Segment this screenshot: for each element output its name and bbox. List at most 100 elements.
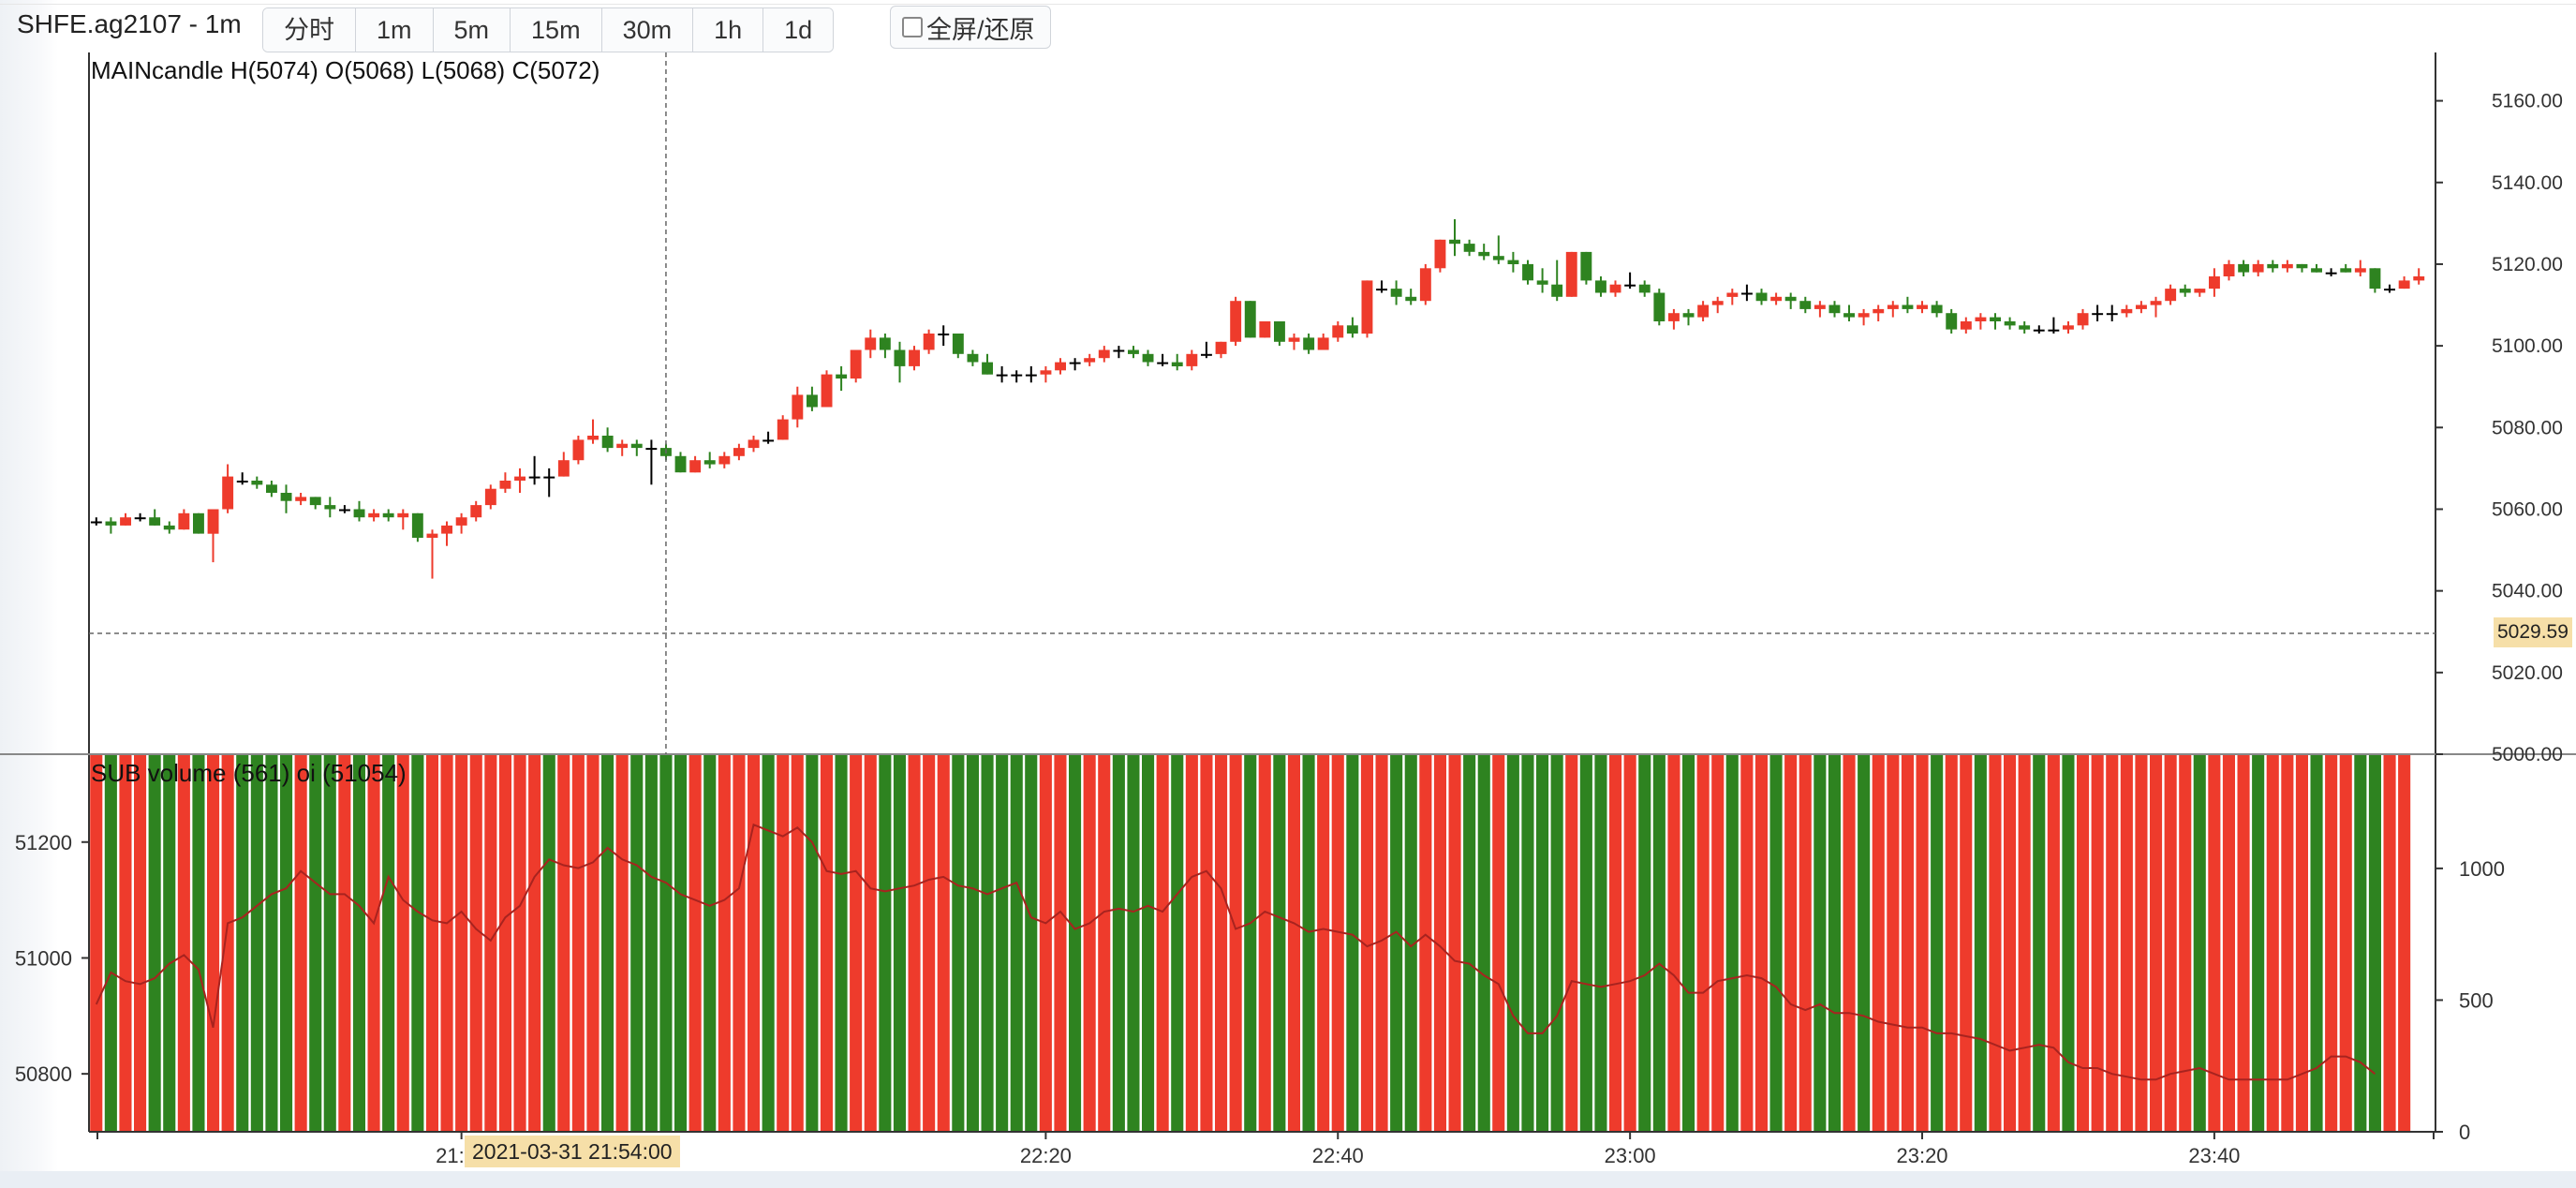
volume-bar bbox=[2062, 755, 2075, 1132]
volume-bar bbox=[601, 755, 614, 1132]
candle-body bbox=[1171, 362, 1183, 366]
period-button-1h[interactable]: 1h bbox=[693, 8, 764, 52]
volume-bar bbox=[1740, 755, 1754, 1132]
volume-bar bbox=[908, 755, 921, 1132]
price-tick-label: 5120.00 bbox=[2492, 254, 2563, 275]
volume-bar bbox=[586, 755, 600, 1132]
volume-bar bbox=[1814, 755, 1827, 1132]
volume-bar bbox=[382, 755, 395, 1132]
candle-body bbox=[1609, 284, 1621, 293]
period-button-15m[interactable]: 15m bbox=[511, 8, 602, 52]
candle-body bbox=[2223, 263, 2235, 276]
time-tick-label: 22:20 bbox=[1020, 1144, 1072, 1167]
volume-bar bbox=[528, 755, 541, 1132]
volume-bar bbox=[396, 755, 409, 1132]
candle-body bbox=[1303, 337, 1315, 350]
oi-tick-label: 51000 bbox=[15, 946, 72, 970]
candle-body bbox=[645, 448, 658, 451]
volume-bar bbox=[2150, 755, 2163, 1132]
candle-body bbox=[1565, 251, 1577, 297]
candle-body bbox=[1726, 292, 1739, 297]
volume-bar bbox=[1843, 755, 1856, 1132]
candle-body bbox=[2384, 289, 2395, 291]
volume-bar bbox=[996, 755, 1009, 1132]
volume-tick-label: 0 bbox=[2459, 1121, 2470, 1144]
candle-body bbox=[1361, 280, 1373, 334]
volume-bar bbox=[207, 755, 220, 1132]
volume-bar bbox=[1565, 755, 1578, 1132]
candle-body bbox=[2004, 321, 2016, 326]
candle-body bbox=[309, 497, 321, 506]
volume-bar bbox=[1711, 755, 1725, 1132]
volume-bar bbox=[952, 755, 965, 1132]
candle-body bbox=[2267, 263, 2279, 269]
volume-bar bbox=[236, 755, 249, 1132]
volume-bar bbox=[1799, 755, 1812, 1132]
volume-bar bbox=[1039, 755, 1052, 1132]
candle-body bbox=[2209, 276, 2220, 290]
candle-body bbox=[777, 419, 789, 440]
candle-body bbox=[324, 505, 336, 510]
volume-bar bbox=[1273, 755, 1286, 1132]
volume-bar bbox=[1638, 755, 1651, 1132]
candle-body bbox=[280, 493, 292, 501]
candle-body bbox=[2413, 276, 2425, 281]
volume-bar bbox=[1784, 755, 1798, 1132]
candle-body bbox=[2179, 289, 2191, 293]
price-tick-label: 5080.00 bbox=[2492, 417, 2563, 438]
volume-bar bbox=[2398, 755, 2411, 1132]
period-button-1d[interactable]: 1d bbox=[763, 8, 834, 52]
candle-body bbox=[2121, 308, 2133, 314]
volume-bar bbox=[893, 755, 906, 1132]
candle-body bbox=[484, 488, 496, 506]
volume-bar bbox=[542, 755, 555, 1132]
candle-body bbox=[1259, 321, 1271, 338]
candle-body bbox=[222, 476, 234, 510]
candle-body bbox=[1536, 280, 1548, 285]
candle-body bbox=[543, 476, 555, 479]
candle-body bbox=[2340, 268, 2352, 273]
candle-body bbox=[193, 512, 204, 534]
crosshair-price-label: 5029.59 bbox=[2494, 617, 2572, 647]
time-tick-label: 23:00 bbox=[1605, 1144, 1656, 1167]
candle-body bbox=[105, 521, 117, 526]
volume-bar bbox=[1594, 755, 1607, 1132]
symbol-title: SHFE.ag2107 - 1m bbox=[17, 9, 242, 38]
volume-bar bbox=[1579, 755, 1592, 1132]
candle-body bbox=[1025, 374, 1037, 377]
candle-body bbox=[1419, 268, 1431, 302]
candle-body bbox=[1449, 239, 1460, 245]
volume-bar bbox=[134, 755, 147, 1132]
volume-bar bbox=[1200, 755, 1213, 1132]
volume-bar bbox=[1215, 755, 1228, 1132]
candle-body bbox=[1157, 362, 1169, 364]
fullscreen-toggle-button[interactable]: 全屏/还原 bbox=[890, 6, 1051, 49]
candle-body bbox=[1522, 263, 1533, 281]
period-button-30m[interactable]: 30m bbox=[601, 8, 694, 52]
volume-bar bbox=[1974, 755, 1987, 1132]
price-tick-label: 5000.00 bbox=[2492, 744, 2563, 765]
volume-bar bbox=[367, 755, 380, 1132]
fullscreen-checkbox[interactable] bbox=[902, 17, 923, 37]
volume-bar bbox=[1872, 755, 1885, 1132]
candle-body bbox=[2077, 313, 2089, 326]
candle-body bbox=[1040, 370, 1052, 375]
candle-body bbox=[923, 334, 935, 350]
volume-bar bbox=[2047, 755, 2060, 1132]
period-button-timeshare[interactable]: 分时 bbox=[263, 8, 356, 52]
candle-body bbox=[1653, 292, 1666, 321]
candle-body bbox=[996, 374, 1008, 377]
volume-bar bbox=[338, 755, 351, 1132]
toolbar: SHFE.ag2107 - 1m 分时 1m 5m 15m 30m 1h 1d … bbox=[0, 0, 2576, 54]
candle-body bbox=[120, 517, 131, 526]
candle-body bbox=[455, 517, 467, 526]
candle-body bbox=[295, 497, 307, 501]
period-button-5m[interactable]: 5m bbox=[433, 8, 511, 52]
volume-bar bbox=[1098, 755, 1111, 1132]
candle-body bbox=[1902, 304, 1914, 309]
candle-body bbox=[1682, 313, 1695, 318]
period-button-1m[interactable]: 1m bbox=[356, 8, 434, 52]
candle-body bbox=[850, 349, 862, 379]
volume-bar bbox=[688, 755, 702, 1132]
